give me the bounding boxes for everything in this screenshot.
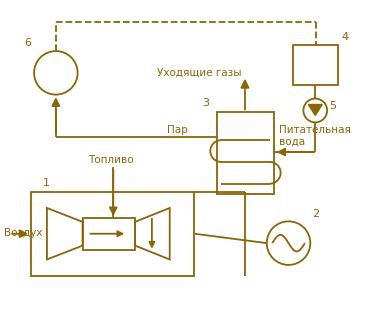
Text: Топливо: Топливо (88, 155, 134, 165)
Polygon shape (308, 105, 322, 115)
Text: 2: 2 (312, 209, 319, 219)
Text: 4: 4 (341, 32, 348, 42)
Text: 6: 6 (24, 38, 31, 48)
Text: 5: 5 (329, 101, 336, 111)
Text: Питательная
вода: Питательная вода (279, 125, 351, 147)
Text: Воздух: Воздух (4, 228, 43, 238)
Text: 1: 1 (43, 178, 50, 188)
Text: Пар: Пар (167, 125, 188, 135)
Text: 3: 3 (203, 99, 209, 109)
Text: Уходящие газы: Уходящие газы (158, 68, 242, 78)
